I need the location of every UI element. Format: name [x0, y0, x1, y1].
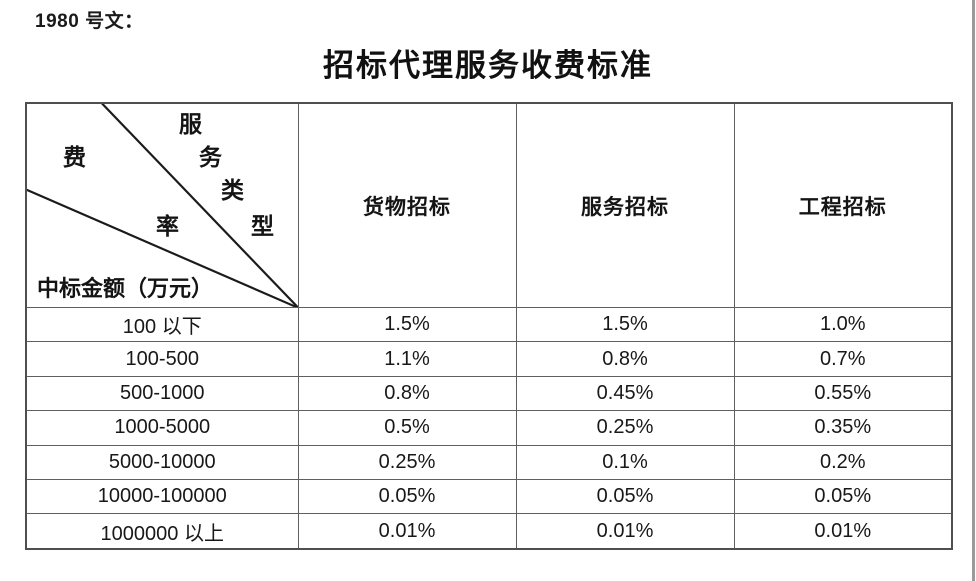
- page-title: 招标代理服务收费标准: [323, 48, 653, 83]
- rate-cell: 0.45%: [515, 375, 735, 412]
- diagonal-line-lower: [27, 188, 298, 307]
- amount-range-cell: 100 以下: [25, 306, 299, 343]
- rate-cell: 0.01%: [733, 513, 953, 550]
- rate-cell: 0.35%: [733, 410, 953, 446]
- rate-cell: 0.05%: [515, 478, 735, 515]
- rate-cell: 0.2%: [733, 444, 953, 480]
- rate-cell: 1.5%: [515, 306, 735, 343]
- amount-range-cell: 100-500: [25, 341, 299, 377]
- col-axis-char: 务: [199, 145, 222, 170]
- rate-cell: 1.0%: [733, 306, 953, 343]
- page-edge-line: [972, 0, 975, 581]
- rate-cell: 0.25%: [515, 410, 735, 446]
- rate-cell: 0.5%: [297, 410, 517, 446]
- diagonal-line-upper: [101, 104, 298, 307]
- table-row: 100 以下 1.5% 1.5% 1.0%: [25, 306, 953, 343]
- row-axis-char: 费: [63, 145, 86, 170]
- col-axis-char: 型: [251, 214, 274, 239]
- column-header-goods: 货物招标: [297, 102, 517, 308]
- table-row: 1000-5000 0.5% 0.25% 0.35%: [25, 410, 953, 446]
- amount-range-cell: 10000-100000: [25, 478, 299, 515]
- column-header-works: 工程招标: [733, 102, 953, 308]
- rate-cell: 1.5%: [297, 306, 517, 343]
- table-row: 500-1000 0.8% 0.45% 0.55%: [25, 375, 953, 412]
- rate-cell: 0.05%: [297, 478, 517, 515]
- rate-cell: 0.05%: [733, 478, 953, 515]
- amount-range-cell: 5000-10000: [25, 444, 299, 480]
- col-axis-char: 类: [221, 178, 244, 203]
- doc-number: 1980: [35, 11, 80, 32]
- column-header-services: 服务招标: [515, 102, 735, 308]
- rate-cell: 0.1%: [515, 444, 735, 480]
- amount-range-cell: 500-1000: [25, 375, 299, 412]
- header-row: 服 务 类 型 费 率 中标金额（万元） 货物招标 服务招标 工程招标: [25, 102, 953, 308]
- rate-cell: 0.01%: [515, 513, 735, 550]
- table-row: 100-500 1.1% 0.8% 0.7%: [25, 341, 953, 377]
- rate-cell: 0.8%: [515, 341, 735, 377]
- rate-cell: 0.8%: [297, 375, 517, 412]
- amount-range-cell: 1000000 以上: [25, 513, 299, 550]
- diagonal-lines-graphic: [27, 104, 298, 307]
- row-axis-label: 中标金额（万元）: [37, 275, 214, 301]
- rate-cell: 0.55%: [733, 375, 953, 412]
- amount-range-cell: 1000-5000: [25, 410, 299, 446]
- table-row: 1000000 以上 0.01% 0.01% 0.01%: [25, 513, 953, 550]
- rate-cell: 0.01%: [297, 513, 517, 550]
- doc-number-suffix: 号文：: [85, 11, 144, 32]
- rate-cell: 0.25%: [297, 444, 517, 480]
- doc-number-label: 1980 号文：: [35, 6, 144, 33]
- fee-table: 服 务 类 型 费 率 中标金额（万元） 货物招标 服务招标 工程招标 100 …: [25, 102, 953, 550]
- table-row: 5000-10000 0.25% 0.1% 0.2%: [25, 444, 953, 480]
- row-axis-char: 率: [156, 214, 179, 239]
- rate-cell: 0.7%: [733, 341, 953, 377]
- table-row: 10000-100000 0.05% 0.05% 0.05%: [25, 478, 953, 515]
- col-axis-char: 服: [179, 112, 202, 137]
- rate-cell: 1.1%: [297, 341, 517, 377]
- diagonal-header-cell: 服 务 类 型 费 率 中标金额（万元）: [25, 102, 299, 308]
